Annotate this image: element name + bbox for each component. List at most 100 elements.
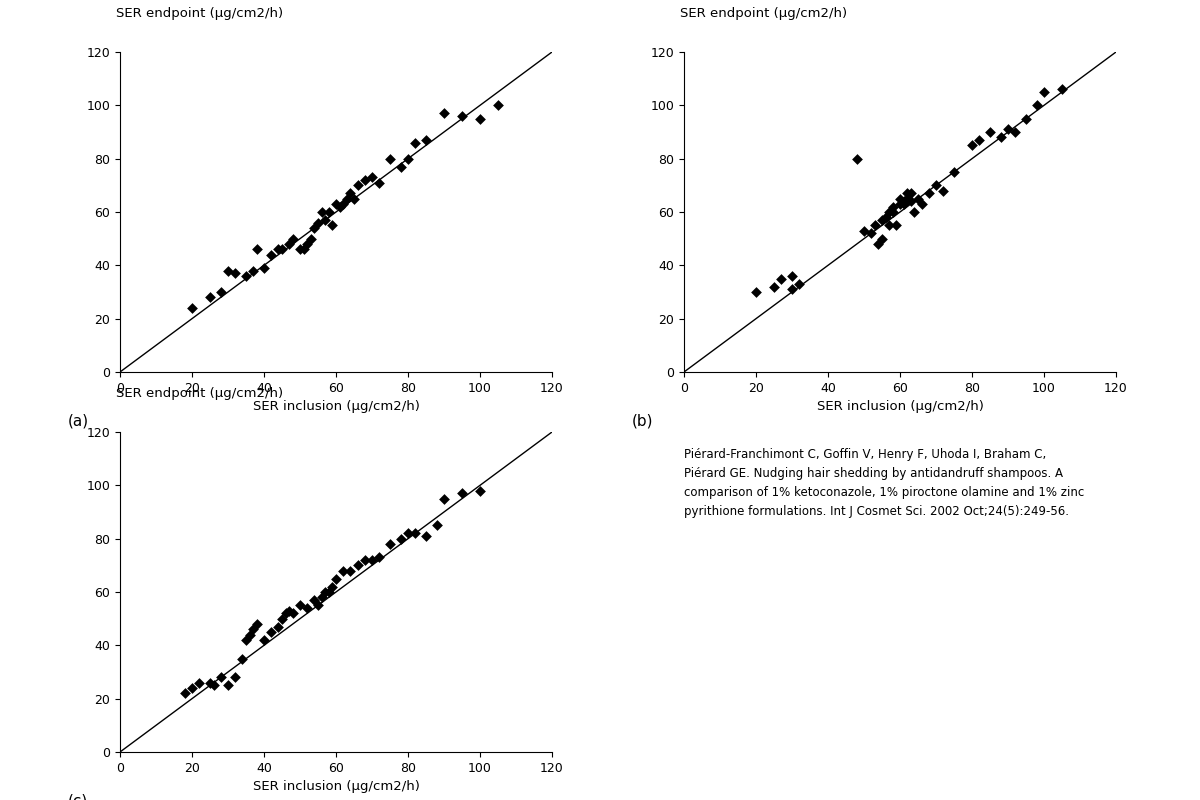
Point xyxy=(898,192,917,205)
X-axis label: SER inclusion (μg/cm2/h): SER inclusion (μg/cm2/h) xyxy=(252,400,420,414)
Point xyxy=(337,192,356,205)
Point xyxy=(883,206,902,218)
Point xyxy=(323,219,342,232)
Point xyxy=(998,123,1018,136)
Point xyxy=(244,623,263,636)
Point xyxy=(991,131,1010,144)
Point xyxy=(316,586,335,598)
Point xyxy=(330,200,349,213)
Point xyxy=(355,174,374,186)
Point xyxy=(1016,112,1036,125)
Point xyxy=(269,620,288,633)
Point xyxy=(883,200,902,213)
Point xyxy=(416,530,436,542)
Point xyxy=(182,302,202,314)
Point xyxy=(391,160,410,173)
Text: (a): (a) xyxy=(68,414,89,429)
Point xyxy=(294,243,313,256)
Point xyxy=(323,580,342,593)
Point xyxy=(262,248,281,261)
Point xyxy=(782,270,802,282)
Point xyxy=(854,224,874,237)
X-axis label: SER inclusion (μg/cm2/h): SER inclusion (μg/cm2/h) xyxy=(816,400,984,414)
Point xyxy=(301,232,320,245)
Point xyxy=(962,139,982,152)
Point xyxy=(847,152,866,165)
Point xyxy=(370,551,389,564)
Point xyxy=(1027,99,1046,112)
Point xyxy=(391,532,410,545)
Point xyxy=(901,187,920,200)
Point xyxy=(890,198,910,210)
Point xyxy=(334,198,353,210)
Point xyxy=(398,527,418,540)
Point xyxy=(247,243,266,256)
Point xyxy=(926,179,946,192)
Text: SER endpoint (μg/cm2/h): SER endpoint (μg/cm2/h) xyxy=(115,387,283,400)
Point xyxy=(905,206,924,218)
Point xyxy=(452,487,472,500)
Point xyxy=(269,243,288,256)
Point xyxy=(876,211,895,224)
Point xyxy=(276,607,295,620)
Point xyxy=(1034,86,1054,98)
Point xyxy=(901,195,920,208)
Point xyxy=(912,198,931,210)
Point xyxy=(865,219,884,232)
Point xyxy=(887,219,906,232)
Point xyxy=(233,652,252,665)
Point xyxy=(226,671,245,684)
Point xyxy=(272,243,292,256)
Point xyxy=(204,679,223,692)
Point xyxy=(200,291,220,304)
Point xyxy=(470,112,490,125)
Point xyxy=(290,599,310,612)
Point xyxy=(894,195,913,208)
Point xyxy=(934,184,953,197)
Text: Piérard-Franchimont C, Goffin V, Henry F, Uhoda I, Braham C,
Piérard GE. Nudging: Piérard-Franchimont C, Goffin V, Henry F… xyxy=(684,448,1085,518)
Point xyxy=(240,628,259,641)
Point xyxy=(434,107,454,120)
Point xyxy=(862,227,881,240)
Point xyxy=(211,286,230,298)
Point xyxy=(488,99,508,112)
Point xyxy=(182,682,202,694)
Point xyxy=(218,679,238,692)
Point xyxy=(362,554,382,566)
Point xyxy=(305,222,324,234)
Point xyxy=(919,187,938,200)
Text: SER endpoint (μg/cm2/h): SER endpoint (μg/cm2/h) xyxy=(115,7,283,20)
Point xyxy=(348,179,367,192)
Point xyxy=(175,687,194,700)
Text: SER endpoint (μg/cm2/h): SER endpoint (μg/cm2/h) xyxy=(679,7,847,20)
Point xyxy=(283,607,302,620)
Point xyxy=(790,278,809,290)
Text: (b): (b) xyxy=(632,414,654,429)
Point xyxy=(890,192,910,205)
Point xyxy=(746,286,766,298)
Point xyxy=(380,152,400,165)
Point xyxy=(272,612,292,625)
Point xyxy=(355,554,374,566)
Point xyxy=(211,671,230,684)
Point xyxy=(416,134,436,146)
Point xyxy=(308,216,328,229)
Point xyxy=(247,618,266,630)
X-axis label: SER inclusion (μg/cm2/h): SER inclusion (μg/cm2/h) xyxy=(252,780,420,794)
Point xyxy=(427,519,446,532)
Point xyxy=(312,206,331,218)
Point xyxy=(880,206,899,218)
Point xyxy=(380,538,400,550)
Point xyxy=(341,187,360,200)
Point xyxy=(406,527,425,540)
Point xyxy=(283,232,302,245)
Point xyxy=(319,206,338,218)
Point xyxy=(894,198,913,210)
Point xyxy=(908,192,928,205)
Point xyxy=(316,214,335,226)
Point xyxy=(772,272,791,285)
Point xyxy=(370,176,389,189)
Point xyxy=(190,676,209,689)
Point xyxy=(319,586,338,598)
Point xyxy=(236,270,256,282)
